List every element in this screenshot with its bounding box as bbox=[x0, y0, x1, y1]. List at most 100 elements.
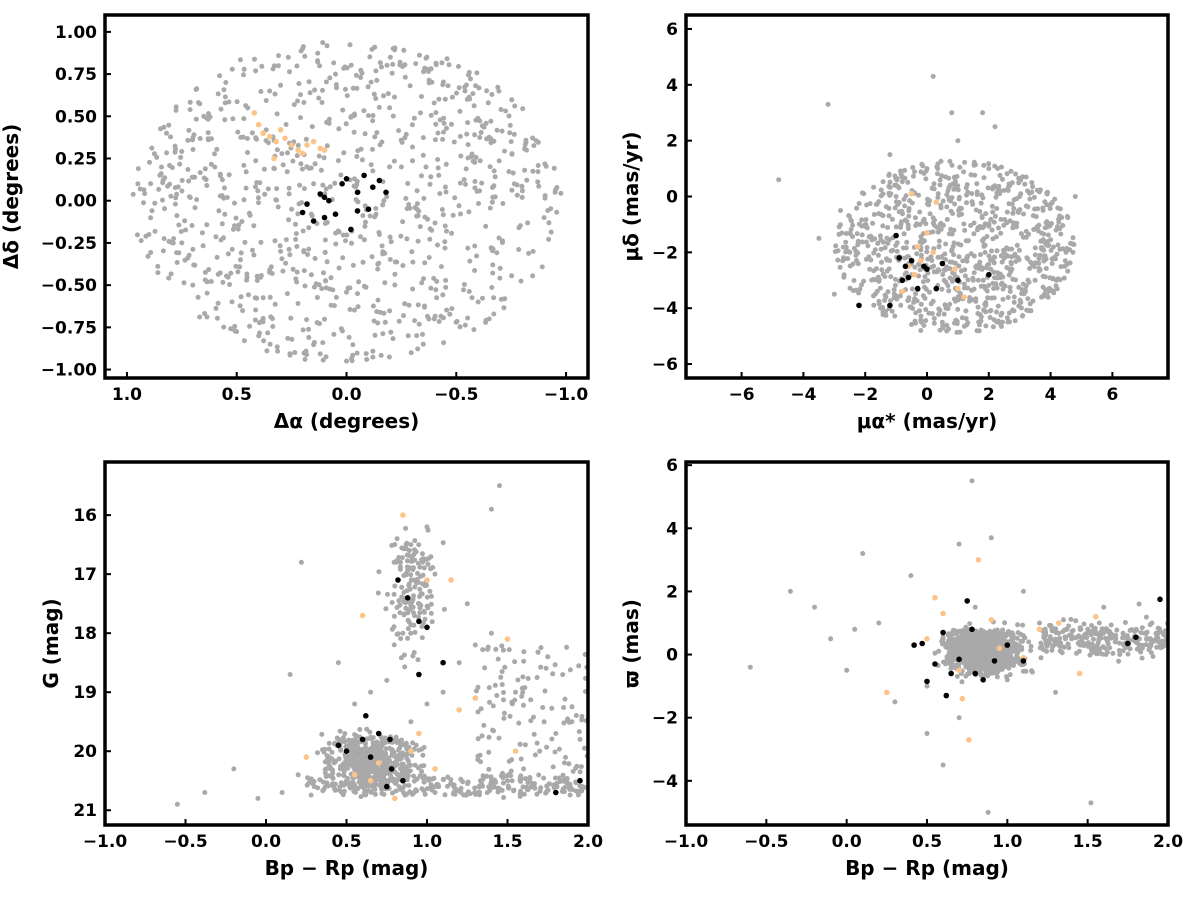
field-star-point bbox=[1033, 214, 1039, 220]
field-star-point bbox=[302, 356, 308, 362]
field-star-point bbox=[1025, 188, 1030, 194]
data-point bbox=[940, 629, 946, 636]
field-star-point bbox=[235, 269, 241, 275]
field-star-point bbox=[994, 285, 1000, 291]
field-star-point bbox=[267, 341, 273, 347]
field-star-point bbox=[956, 196, 962, 202]
field-star-point bbox=[1102, 645, 1108, 651]
field-star-point bbox=[939, 173, 945, 179]
field-star-point bbox=[186, 127, 192, 133]
field-star-point bbox=[1020, 638, 1025, 644]
data-point bbox=[878, 305, 884, 311]
field-star-point bbox=[943, 241, 949, 247]
field-star-point bbox=[979, 192, 985, 198]
field-star-point bbox=[1064, 261, 1070, 267]
field-star-point bbox=[388, 329, 394, 335]
field-star-point bbox=[556, 775, 562, 781]
field-star-point bbox=[173, 146, 178, 152]
field-star-point bbox=[338, 737, 344, 743]
field-star-point bbox=[304, 317, 310, 323]
field-star-point bbox=[394, 762, 400, 767]
data-point bbox=[368, 689, 374, 695]
field-star-point bbox=[879, 259, 884, 265]
field-star-point bbox=[373, 68, 379, 74]
field-star-point bbox=[390, 113, 396, 119]
field-star-point bbox=[283, 237, 289, 243]
series-2 bbox=[856, 232, 992, 309]
field-star-point bbox=[519, 685, 525, 691]
field-star-point bbox=[401, 612, 407, 618]
data-point bbox=[256, 333, 262, 339]
field-star-point bbox=[952, 178, 958, 184]
field-star-point bbox=[439, 60, 445, 66]
field-star-point bbox=[155, 270, 161, 276]
field-star-point bbox=[1077, 625, 1083, 631]
field-star-point bbox=[166, 238, 172, 244]
field-star-point bbox=[396, 598, 402, 604]
field-star-point bbox=[439, 207, 445, 212]
field-star-point bbox=[528, 784, 534, 790]
y-tick-label: 0 bbox=[666, 188, 678, 208]
field-star-point bbox=[436, 784, 442, 790]
field-star-point bbox=[875, 241, 881, 246]
field-star-point bbox=[366, 750, 372, 756]
data-point bbox=[202, 790, 208, 795]
data-point bbox=[988, 535, 994, 541]
data-point bbox=[398, 164, 404, 170]
field-star-point bbox=[963, 639, 969, 645]
field-star-point bbox=[241, 72, 246, 78]
field-star-point bbox=[875, 252, 881, 258]
data-point bbox=[266, 133, 273, 140]
field-star-point bbox=[440, 212, 446, 218]
data-point bbox=[1092, 613, 1099, 620]
field-star-point bbox=[343, 744, 349, 750]
data-point bbox=[988, 617, 995, 623]
data-point bbox=[513, 689, 518, 695]
field-star-point bbox=[490, 784, 496, 790]
field-star-point bbox=[1007, 289, 1013, 294]
field-star-point bbox=[419, 769, 425, 774]
field-star-point bbox=[427, 776, 433, 782]
field-star-point bbox=[1035, 224, 1040, 230]
field-star-point bbox=[458, 211, 463, 217]
field-star-point bbox=[1000, 296, 1006, 302]
field-star-point bbox=[376, 569, 382, 575]
data-point bbox=[488, 506, 494, 512]
field-star-point bbox=[940, 198, 946, 204]
field-star-point bbox=[400, 263, 406, 268]
field-star-point bbox=[550, 764, 556, 770]
field-star-point bbox=[161, 236, 167, 242]
field-star-point bbox=[517, 793, 523, 799]
field-star-point bbox=[971, 162, 977, 168]
field-star-point bbox=[511, 131, 517, 137]
field-star-point bbox=[408, 577, 414, 583]
field-star-point bbox=[452, 195, 458, 201]
y-tick-label: 17 bbox=[73, 565, 97, 585]
field-star-point bbox=[225, 251, 231, 257]
field-star-point bbox=[391, 559, 397, 565]
field-star-point bbox=[465, 779, 471, 785]
data-point bbox=[1055, 620, 1062, 626]
field-star-point bbox=[380, 331, 386, 337]
field-star-point bbox=[1143, 642, 1149, 648]
field-star-point bbox=[352, 176, 357, 182]
field-star-point bbox=[922, 274, 928, 280]
data-point bbox=[416, 730, 422, 737]
field-star-point bbox=[573, 779, 579, 785]
data-point bbox=[310, 138, 317, 145]
field-star-point bbox=[301, 268, 307, 274]
field-star-point bbox=[485, 646, 491, 652]
data-point bbox=[408, 748, 414, 754]
field-star-point bbox=[316, 153, 322, 159]
field-star-point bbox=[486, 766, 492, 772]
field-star-point bbox=[494, 127, 500, 133]
data-point bbox=[961, 294, 967, 300]
field-star-point bbox=[857, 286, 863, 292]
field-star-point bbox=[480, 295, 485, 301]
field-star-point bbox=[370, 354, 376, 360]
data-point bbox=[1020, 588, 1026, 594]
data-point bbox=[497, 265, 503, 271]
field-star-point bbox=[293, 236, 299, 242]
field-star-point bbox=[880, 223, 886, 229]
field-star-point bbox=[322, 249, 328, 255]
